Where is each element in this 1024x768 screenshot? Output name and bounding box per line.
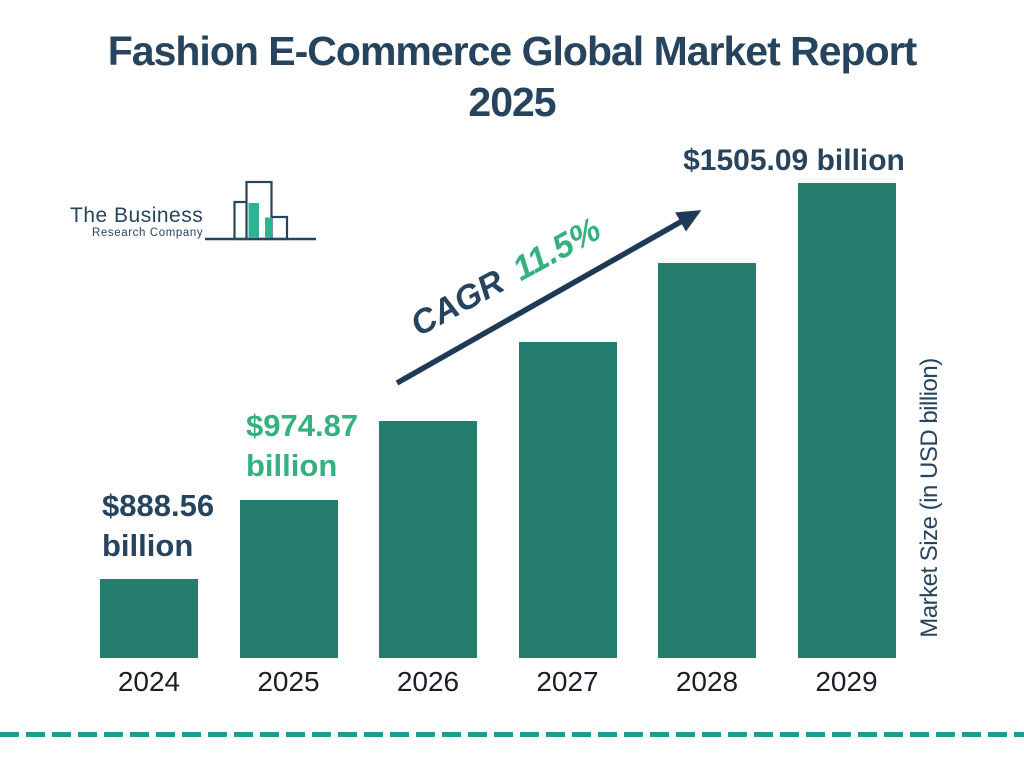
bar-2027 [518, 342, 617, 658]
year-label-2026: 2026 [396, 666, 460, 697]
bar-2029 [797, 183, 896, 658]
chart-title: Fashion E-Commerce Global Market Report … [0, 26, 1024, 128]
brand-logo: The Business Research Company [70, 176, 320, 244]
chart-title-line2: 2025 [468, 79, 556, 125]
value-label-2029: $1505.09 billion [683, 144, 905, 177]
year-label-2025: 2025 [257, 666, 320, 697]
bar-2024 [100, 579, 198, 658]
brand-subname: Research Company [92, 227, 204, 239]
year-label-2024: 2024 [117, 666, 181, 697]
brand-name: The Business [70, 204, 204, 227]
bar-2026 [379, 421, 477, 658]
value-label-2024-line2: billion [102, 528, 194, 563]
cagr-trend-arrow-icon [395, 210, 702, 386]
value-label-2024-line1: $888.56 [102, 488, 215, 523]
value-label-2025-line1: $974.87 [246, 408, 359, 443]
year-label-2028: 2028 [675, 666, 739, 697]
year-label-2029: 2029 [815, 666, 878, 697]
year-label-2027: 2027 [536, 666, 599, 697]
value-label-2024: $888.56 billion [102, 486, 214, 566]
bar-2025 [239, 500, 338, 658]
value-label-2025: $974.87 billion [246, 406, 358, 486]
bottom-dashed-divider [0, 732, 1024, 737]
y-axis-label: Market Size (in USD billion) [916, 358, 943, 638]
chart-title-line1: Fashion E-Commerce Global Market Report [107, 28, 918, 74]
brand-logo-text: The Business Research Company [70, 204, 204, 240]
bar-chart-logo-icon [205, 180, 317, 241]
value-label-2025-line2: billion [246, 448, 338, 483]
bar-2028 [658, 263, 756, 658]
